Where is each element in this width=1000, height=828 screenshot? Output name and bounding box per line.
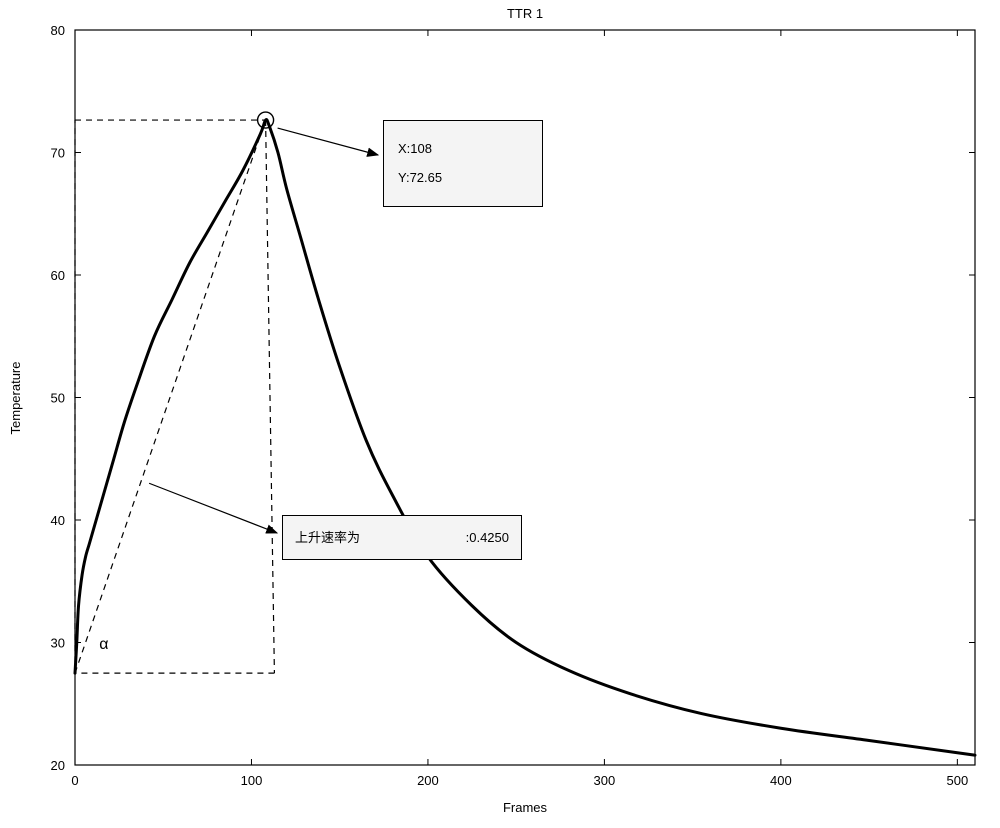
svg-text:50: 50 <box>51 391 65 406</box>
chart-title: TTR 1 <box>507 6 543 21</box>
svg-text:500: 500 <box>947 773 969 788</box>
svg-text:200: 200 <box>417 773 439 788</box>
temperature-curve <box>75 120 975 756</box>
svg-text:60: 60 <box>51 268 65 283</box>
svg-text:20: 20 <box>51 758 65 773</box>
svg-text:0: 0 <box>71 773 78 788</box>
chart-container: TTR 1 Temperature Frames 0 100 200 300 400 50… <box>0 0 1000 828</box>
rate-anno-value: :0.4250 <box>466 526 509 549</box>
x-axis-label: Frames <box>503 800 548 815</box>
svg-text:300: 300 <box>594 773 616 788</box>
svg-text:80: 80 <box>51 23 65 38</box>
peak-annotation-box: X:108 Y:72.65 <box>383 120 543 207</box>
svg-text:40: 40 <box>51 513 65 528</box>
rate-anno-prefix: 上升速率为 <box>295 526 360 549</box>
alpha-label: α <box>99 636 108 654</box>
svg-text:30: 30 <box>51 636 65 651</box>
svg-text:70: 70 <box>51 146 65 161</box>
svg-text:400: 400 <box>770 773 792 788</box>
dashed-guides <box>75 120 274 673</box>
rate-annotation-box: 上升速率为 :0.4250 <box>282 515 522 560</box>
svg-text:100: 100 <box>241 773 263 788</box>
annotation-arrows <box>149 128 378 533</box>
peak-anno-x: X:108 <box>398 135 528 164</box>
peak-anno-y: Y:72.65 <box>398 164 528 193</box>
y-axis-label: Temperature <box>8 362 23 435</box>
